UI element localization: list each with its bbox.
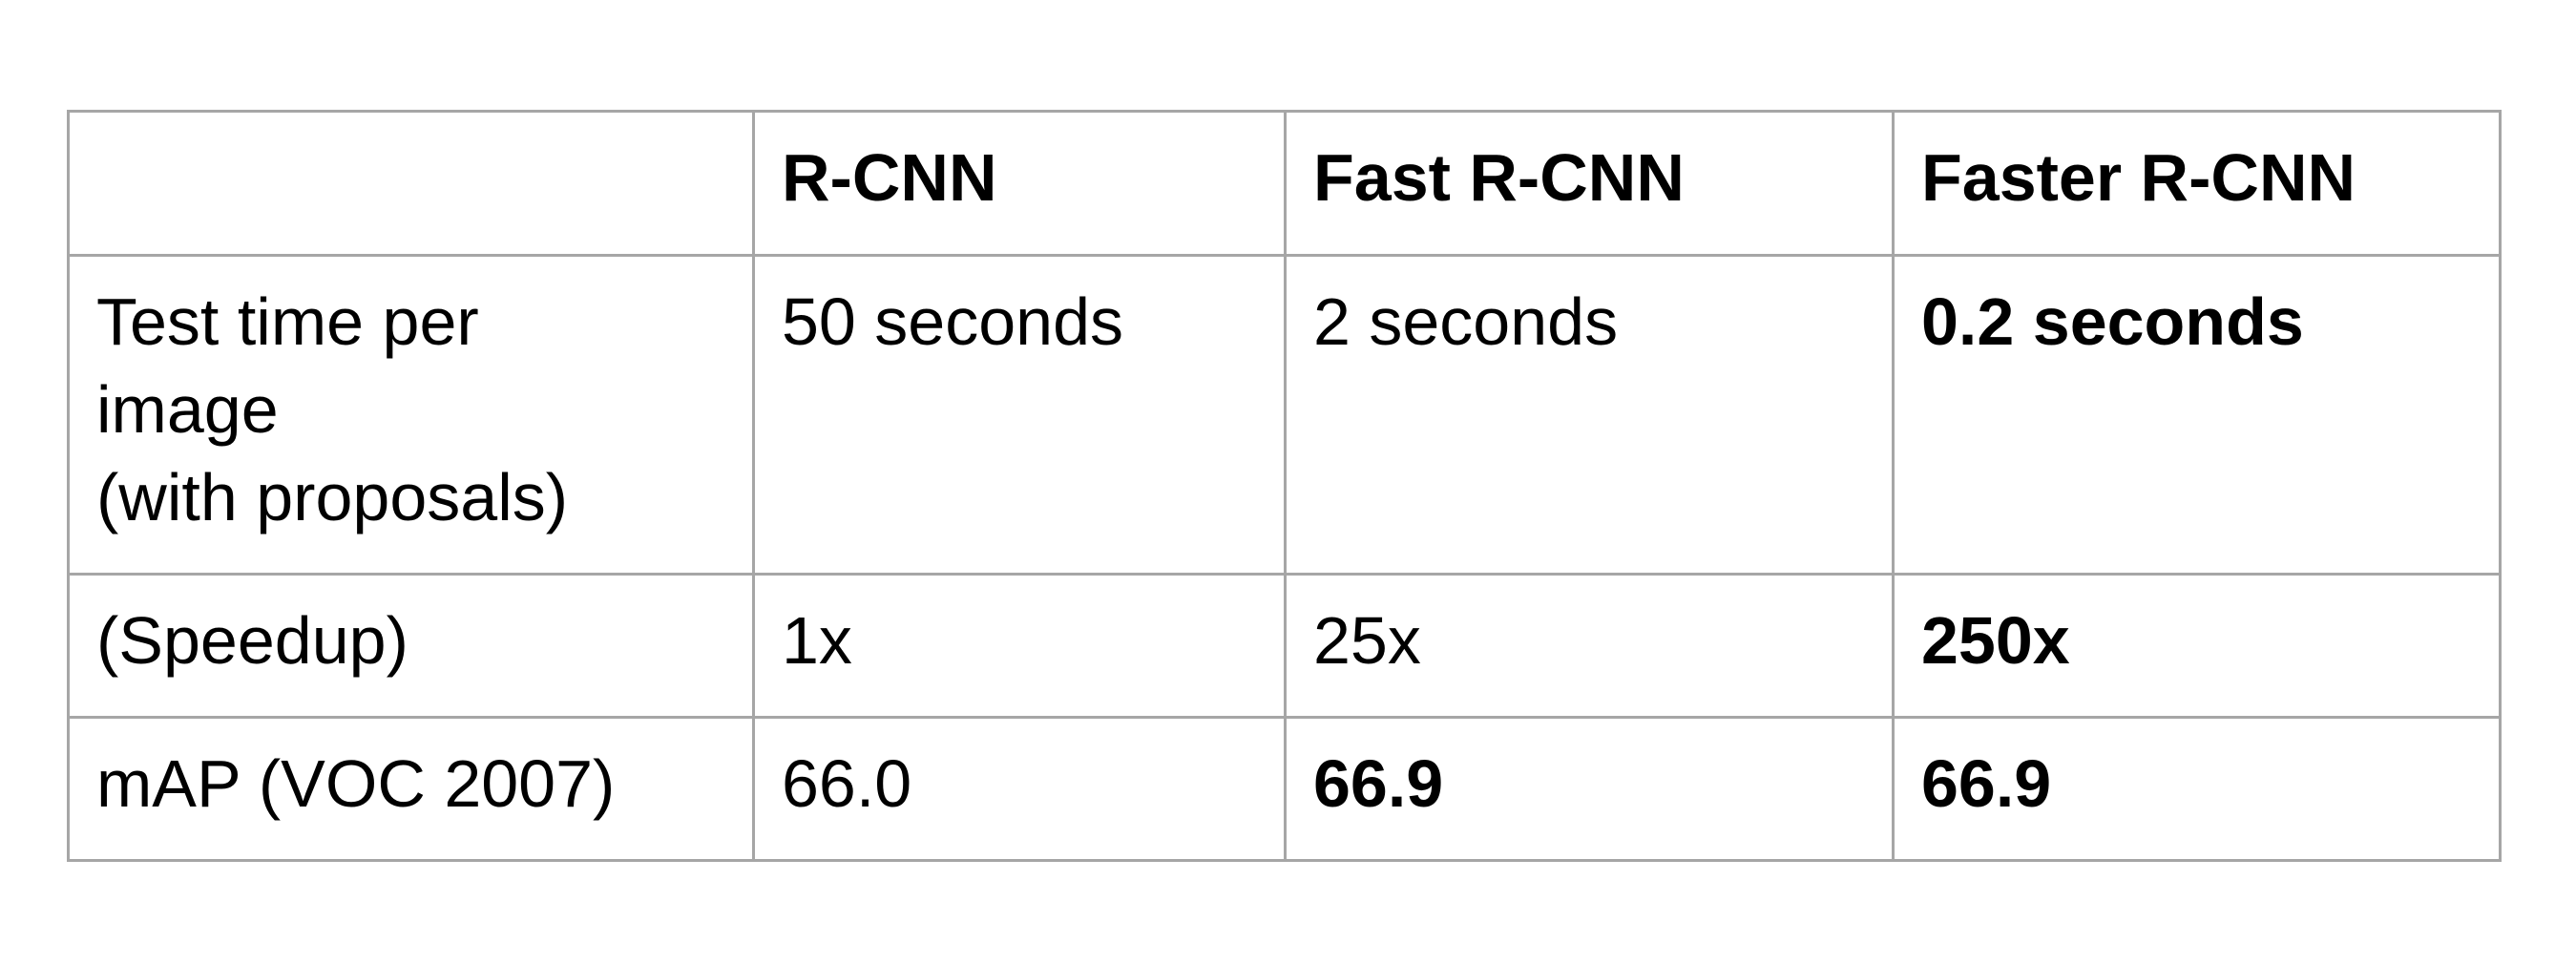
- row-label-line: image: [96, 372, 279, 447]
- header-cell-rcnn: R-CNN: [752, 110, 1287, 257]
- table-row-test-time: Test time per image (with proposals) 50 …: [67, 254, 2502, 576]
- cell-faster-rcnn-test-time: 0.2 seconds: [1892, 254, 2502, 576]
- cell-faster-rcnn-map: 66.9: [1892, 716, 2502, 862]
- cell-fast-rcnn-speedup: 25x: [1284, 573, 1895, 719]
- cell-faster-rcnn-speedup: 250x: [1892, 573, 2502, 719]
- cell-fast-rcnn-test-time: 2 seconds: [1284, 254, 1895, 576]
- row-label-speedup: (Speedup): [67, 573, 755, 719]
- cell-rcnn-test-time: 50 seconds: [752, 254, 1287, 576]
- cell-rcnn-map: 66.0: [752, 716, 1287, 862]
- row-label-line: Test time per: [96, 284, 479, 359]
- row-label-line: (with proposals): [96, 460, 569, 534]
- cell-fast-rcnn-map: 66.9: [1284, 716, 1895, 862]
- row-label-map: mAP (VOC 2007): [67, 716, 755, 862]
- header-cell-fast-rcnn: Fast R-CNN: [1284, 110, 1895, 257]
- comparison-table: R-CNN Fast R-CNN Faster R-CNN Test time …: [67, 110, 2502, 862]
- row-label-test-time: Test time per image (with proposals): [67, 254, 755, 576]
- table-row-speedup: (Speedup) 1x 25x 250x: [67, 573, 2502, 719]
- cell-rcnn-speedup: 1x: [752, 573, 1287, 719]
- header-cell-faster-rcnn: Faster R-CNN: [1892, 110, 2502, 257]
- header-row: R-CNN Fast R-CNN Faster R-CNN: [67, 110, 2502, 257]
- table-row-map: mAP (VOC 2007) 66.0 66.9 66.9: [67, 716, 2502, 862]
- header-cell-empty: [67, 110, 755, 257]
